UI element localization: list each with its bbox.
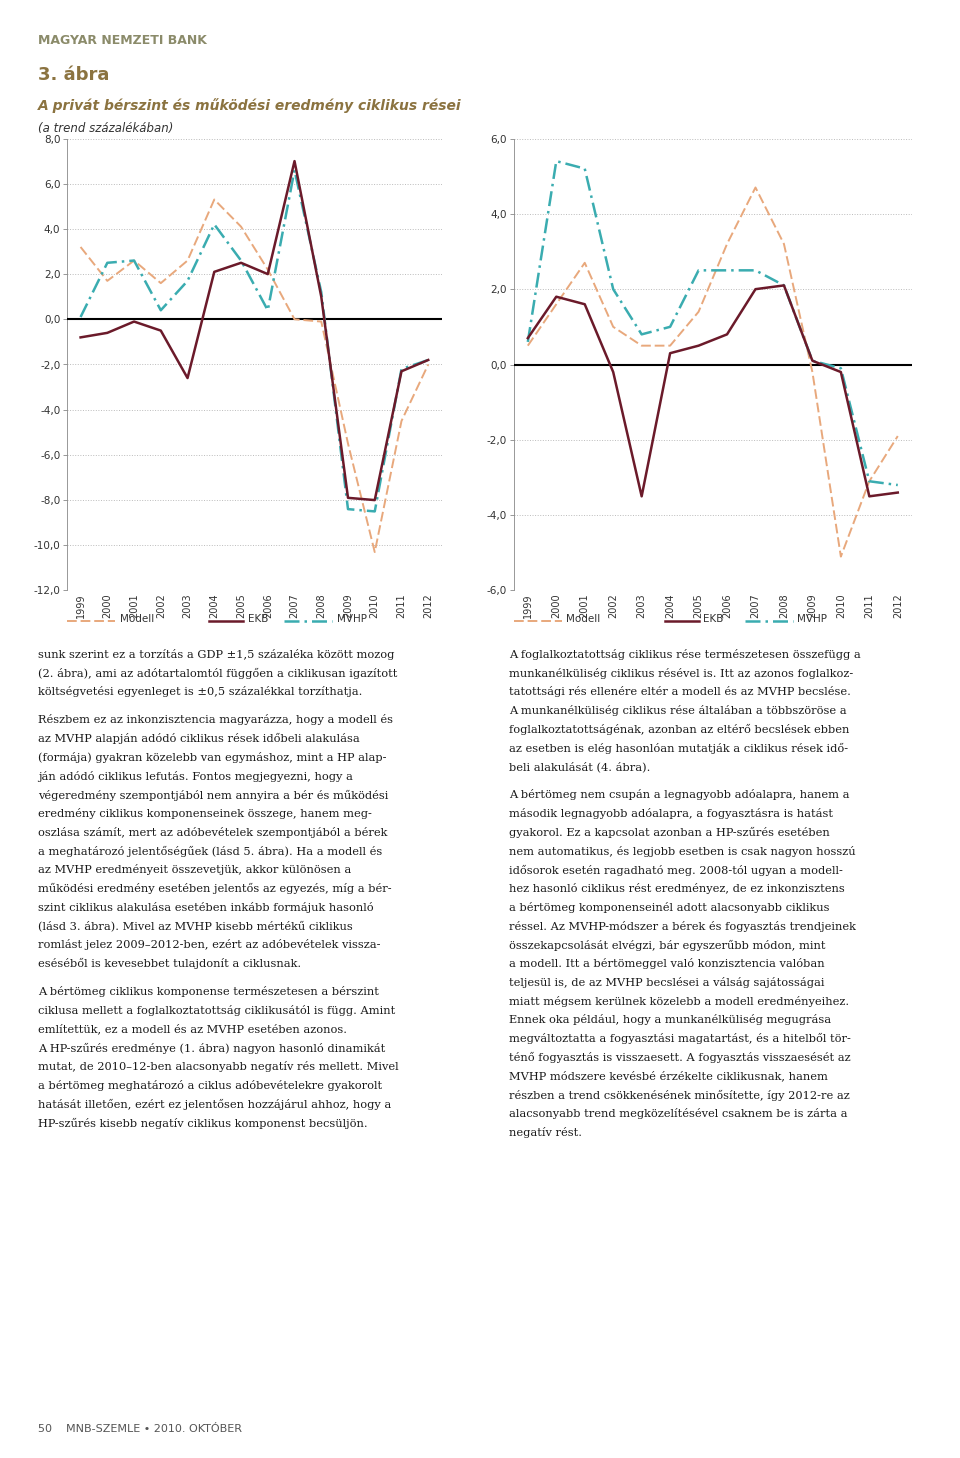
Text: A privát bérszint és működési eredmény ciklikus rései: A privát bérszint és működési eredmény c… xyxy=(38,98,462,112)
Text: alacsonyabb trend megközelítésével csaknem be is zárta a: alacsonyabb trend megközelítésével csakn… xyxy=(509,1108,848,1120)
Text: MVHP módszere kevésbé érzékelte ciklikusnak, hanem: MVHP módszere kevésbé érzékelte ciklikus… xyxy=(509,1070,828,1082)
Text: az MVHP eredményeit összevetjük, akkor különösen a: az MVHP eredményeit összevetjük, akkor k… xyxy=(38,865,351,875)
Text: (lásd 3. ábra). Mivel az MVHP kisebb mértékű ciklikus: (lásd 3. ábra). Mivel az MVHP kisebb mér… xyxy=(38,920,353,932)
Text: Modell: Modell xyxy=(120,614,155,624)
Text: 3. ábra: 3. ábra xyxy=(38,66,109,83)
Text: hatását illetően, ezért ez jelentősen hozzájárul ahhoz, hogy a: hatását illetően, ezért ez jelentősen ho… xyxy=(38,1099,392,1110)
Text: ciklusa mellett a foglalkoztatottság ciklikusától is függ. Amint: ciklusa mellett a foglalkoztatottság cik… xyxy=(38,1005,396,1016)
Text: Részbem ez az inkonzisztencia magyarázza, hogy a modell és: Részbem ez az inkonzisztencia magyarázza… xyxy=(38,714,394,726)
Text: (a trend százalékában): (a trend százalékában) xyxy=(38,122,174,136)
Text: hez hasonló ciklikus rést eredményez, de ez inkonzisztens: hez hasonló ciklikus rést eredményez, de… xyxy=(509,884,845,894)
Text: ténő fogyasztás is visszaesett. A fogyasztás visszaesését az: ténő fogyasztás is visszaesett. A fogyas… xyxy=(509,1051,851,1063)
Text: A HP-szűrés eredménye (1. ábra) nagyon hasonló dinamikát: A HP-szűrés eredménye (1. ábra) nagyon h… xyxy=(38,1042,386,1054)
Text: a bértömeg komponenseinél adott alacsonyabb ciklikus: a bértömeg komponenseinél adott alacsony… xyxy=(509,903,829,913)
Text: megváltoztatta a fogyasztási magatartást, és a hitelből tör-: megváltoztatta a fogyasztási magatartást… xyxy=(509,1034,851,1044)
Text: sunk szerint ez a torzítás a GDP ±1,5 százaléka között mozog: sunk szerint ez a torzítás a GDP ±1,5 sz… xyxy=(38,649,395,660)
Text: végeredmény szempontjából nem annyira a bér és működési: végeredmény szempontjából nem annyira a … xyxy=(38,789,389,800)
Text: romlást jelez 2009–2012-ben, ezért az adóbevételek vissza-: romlást jelez 2009–2012-ben, ezért az ad… xyxy=(38,939,381,951)
Text: gyakorol. Ez a kapcsolat azonban a HP-szűrés esetében: gyakorol. Ez a kapcsolat azonban a HP-sz… xyxy=(509,827,829,838)
Text: eredmény ciklikus komponenseinek összege, hanem meg-: eredmény ciklikus komponenseinek összege… xyxy=(38,808,372,819)
Text: mutat, de 2010–12-ben alacsonyabb negatív rés mellett. Mivel: mutat, de 2010–12-ben alacsonyabb negatí… xyxy=(38,1061,399,1072)
Text: beli alakulását (4. ábra).: beli alakulását (4. ábra). xyxy=(509,761,650,773)
Text: réssel. Az MVHP-módszer a bérek és fogyasztás trendjeinek: réssel. Az MVHP-módszer a bérek és fogya… xyxy=(509,920,855,932)
Text: oszlása számít, mert az adóbevételek szempontjából a bérek: oszlása számít, mert az adóbevételek sze… xyxy=(38,827,388,838)
Text: ján adódó ciklikus lefutás. Fontos megjegyezni, hogy a: ján adódó ciklikus lefutás. Fontos megje… xyxy=(38,771,353,781)
Text: nem automatikus, és legjobb esetben is csak nagyon hosszú: nem automatikus, és legjobb esetben is c… xyxy=(509,846,855,857)
Text: összekapcsolását elvégzi, bár egyszerűbb módon, mint: összekapcsolását elvégzi, bár egyszerűbb… xyxy=(509,939,826,951)
Text: A bértömeg ciklikus komponense természetesen a bérszint: A bértömeg ciklikus komponense természet… xyxy=(38,986,379,997)
Text: teljesül is, de az MVHP becslései a válság sajátosságai: teljesül is, de az MVHP becslései a váls… xyxy=(509,977,825,989)
Text: HP-szűrés kisebb negatív ciklikus komponenst becsüljön.: HP-szűrés kisebb negatív ciklikus kompon… xyxy=(38,1118,368,1128)
Text: EKB: EKB xyxy=(704,614,724,624)
Text: említettük, ez a modell és az MVHP esetében azonos.: említettük, ez a modell és az MVHP eseté… xyxy=(38,1024,348,1035)
Text: idősorok esetén ragadható meg. 2008-tól ugyan a modell-: idősorok esetén ragadható meg. 2008-tól … xyxy=(509,865,843,875)
Text: szint ciklikus alakulása esetében inkább formájuk hasonló: szint ciklikus alakulása esetében inkább… xyxy=(38,903,374,913)
Text: MVHP: MVHP xyxy=(798,614,828,624)
Text: EKB: EKB xyxy=(248,614,268,624)
Text: Ennek oka például, hogy a munkanélküliség megugrása: Ennek oka például, hogy a munkanélkülisé… xyxy=(509,1015,831,1025)
Text: működési eredmény esetében jelentős az egyezés, míg a bér-: működési eredmény esetében jelentős az e… xyxy=(38,884,392,894)
Text: második legnagyobb adóalapra, a fogyasztásra is hatást: második legnagyobb adóalapra, a fogyaszt… xyxy=(509,808,832,819)
Text: költségvetési egyenleget is ±0,5 százalékkal torzíthatja.: költségvetési egyenleget is ±0,5 százalé… xyxy=(38,687,363,697)
Text: (formája) gyakran közelebb van egymáshoz, mint a HP alap-: (formája) gyakran közelebb van egymáshoz… xyxy=(38,752,387,763)
Text: a meghatározó jelentőségűek (lásd 5. ábra). Ha a modell és: a meghatározó jelentőségűek (lásd 5. ábr… xyxy=(38,846,383,857)
Text: az esetben is elég hasonlóan mutatják a ciklikus rések idő-: az esetben is elég hasonlóan mutatják a … xyxy=(509,742,848,754)
Text: munkanélküliség ciklikus résével is. Itt az azonos foglalkoz-: munkanélküliség ciklikus résével is. Itt… xyxy=(509,668,853,678)
Text: foglalkoztatottságénak, azonban az eltérő becslések ebben: foglalkoztatottságénak, azonban az eltér… xyxy=(509,723,850,735)
Text: A foglalkoztatottság ciklikus rése természetesen összefügg a: A foglalkoztatottság ciklikus rése termé… xyxy=(509,649,860,660)
Text: tatottsági rés ellenére eltér a modell és az MVHP becslése.: tatottsági rés ellenére eltér a modell é… xyxy=(509,687,851,697)
Text: miatt mégsem kerülnek közelebb a modell eredményeihez.: miatt mégsem kerülnek közelebb a modell … xyxy=(509,996,849,1006)
Text: MAGYAR NEMZETI BANK: MAGYAR NEMZETI BANK xyxy=(38,34,207,47)
Text: a bértömeg meghatározó a ciklus adóbevételekre gyakorolt: a bértömeg meghatározó a ciklus adóbevét… xyxy=(38,1080,382,1091)
Text: 50    MNB-SZEMLE • 2010. OKTÓBER: 50 MNB-SZEMLE • 2010. OKTÓBER xyxy=(38,1424,242,1435)
Text: részben a trend csökkenésének minősítette, így 2012-re az: részben a trend csökkenésének minősített… xyxy=(509,1089,850,1101)
Text: az MVHP alapján adódó ciklikus rések időbeli alakulása: az MVHP alapján adódó ciklikus rések idő… xyxy=(38,733,360,744)
Text: eséséből is kevesebbet tulajdonít a ciklusnak.: eséséből is kevesebbet tulajdonít a cikl… xyxy=(38,958,301,970)
Text: (2. ábra), ami az adótartalomtól függően a ciklikusan igazított: (2. ábra), ami az adótartalomtól függően… xyxy=(38,668,397,678)
Text: a modell. Itt a bértömeggel való konzisztencia valóban: a modell. Itt a bértömeggel való konzisz… xyxy=(509,958,825,970)
Text: Modell: Modell xyxy=(566,614,601,624)
Text: A munkanélküliség ciklikus rése általában a többszöröse a: A munkanélküliség ciklikus rése általába… xyxy=(509,706,847,716)
Text: MVHP: MVHP xyxy=(337,614,367,624)
Text: A bértömeg nem csupán a legnagyobb adóalapra, hanem a: A bértömeg nem csupán a legnagyobb adóal… xyxy=(509,789,850,800)
Text: negatív rést.: negatív rést. xyxy=(509,1127,582,1137)
